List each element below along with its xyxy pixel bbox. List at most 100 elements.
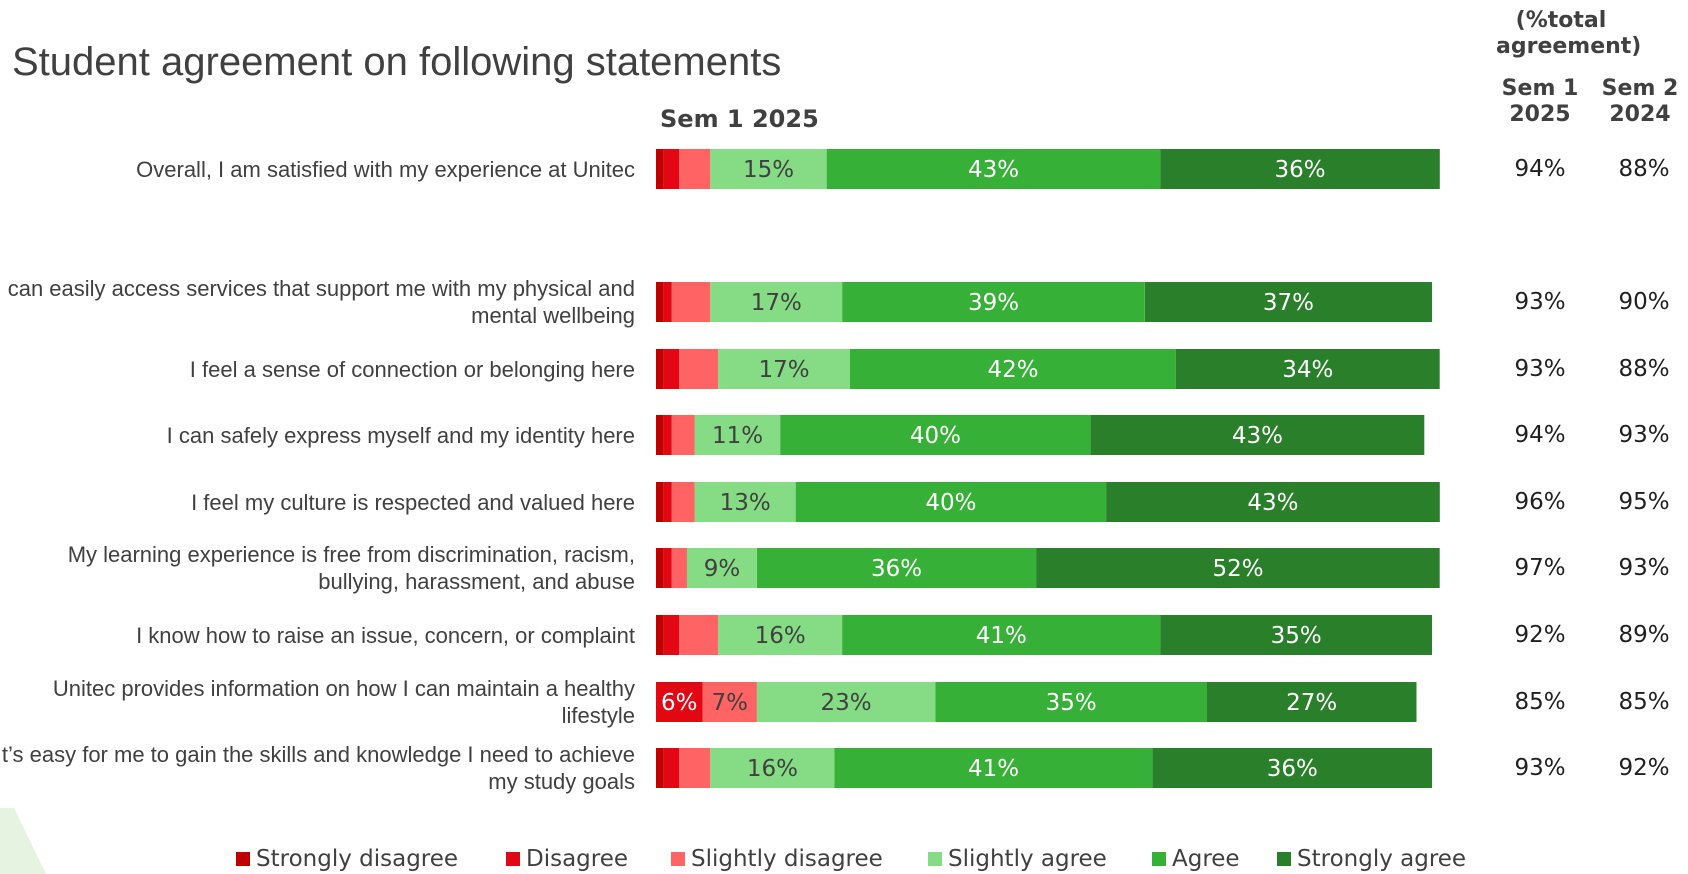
chart-series-title: Sem 1 2025 — [660, 105, 819, 133]
category-label: I can safely express myself and my ident… — [166, 422, 635, 448]
bar-segment — [710, 149, 827, 189]
bar-segment — [756, 682, 936, 722]
bar-segment — [694, 415, 781, 455]
bar-segment — [679, 349, 719, 389]
bar-segment — [935, 682, 1207, 722]
bar-segment — [671, 482, 695, 522]
bar-segment — [834, 748, 1153, 788]
data-label: 40% — [925, 490, 976, 516]
bar-segment — [656, 748, 664, 788]
total-agreement-value: 88% — [1618, 356, 1670, 382]
bar-segment — [1106, 482, 1440, 522]
bar-segment — [850, 349, 1176, 389]
bar-segment — [656, 548, 664, 588]
legend-item: Agree — [1152, 846, 1240, 872]
data-label: 36% — [1267, 756, 1318, 782]
total-agreement-value: 93% — [1514, 755, 1566, 781]
category-label: I feel a sense of connection or belongin… — [189, 356, 635, 382]
category-label: Overall, I am satisfied with my experien… — [136, 156, 635, 182]
data-label: 41% — [968, 756, 1019, 782]
data-label: 43% — [968, 157, 1019, 183]
total-agreement-value: 95% — [1618, 489, 1670, 515]
total-agreement-column-title: (%total agreement) — [1496, 8, 1642, 59]
category-label: It’s easy for me to gain the skills and … — [0, 742, 635, 794]
bar-segment — [656, 415, 664, 455]
bar-segment — [663, 415, 672, 455]
total-agreement-value: 93% — [1514, 356, 1566, 382]
bar-segment — [702, 682, 757, 722]
bar-segment — [1144, 282, 1432, 322]
legend-label: Agree — [1172, 846, 1240, 872]
bar-segment — [663, 349, 680, 389]
legend-swatch — [1152, 852, 1166, 866]
legend-swatch — [671, 852, 685, 866]
data-label: 39% — [968, 290, 1019, 316]
total-agreement-value: 88% — [1618, 156, 1670, 182]
data-label: 17% — [758, 357, 809, 383]
bar-segment — [710, 282, 843, 322]
bar-segment — [842, 615, 1161, 655]
sem2-column-header: Sem 2 2024 — [1601, 76, 1679, 127]
bar-segment — [687, 548, 757, 588]
data-label: 16% — [755, 623, 806, 649]
bar-segment — [671, 548, 687, 588]
total-agreement-value: 94% — [1514, 156, 1566, 182]
chart-title: Student agreement on following statement… — [12, 40, 782, 84]
legend-item: Slightly disagree — [671, 846, 883, 872]
chart-legend: Strongly disagree Disagree Slightly disagr… — [0, 846, 1688, 874]
bar-segment — [710, 748, 835, 788]
category-label: I can easily access services that suppor… — [0, 276, 635, 328]
bar-segment — [1160, 615, 1432, 655]
bar-segment — [1160, 149, 1440, 189]
bar-segment — [679, 748, 711, 788]
legend-swatch — [928, 852, 942, 866]
bar-segment — [795, 482, 1107, 522]
data-label: 13% — [720, 490, 771, 516]
total-agreement-value: 85% — [1618, 689, 1670, 715]
data-label: 23% — [821, 690, 872, 716]
total-agreement-value: 85% — [1514, 689, 1566, 715]
legend-item: Strongly disagree — [236, 846, 458, 872]
data-label: 43% — [1232, 423, 1283, 449]
total-agreement-value: 92% — [1618, 755, 1670, 781]
data-label: 15% — [743, 157, 794, 183]
total-agreement-value: 92% — [1514, 622, 1566, 648]
bar-segment — [656, 349, 664, 389]
bar-segment — [826, 149, 1161, 189]
legend-label: Slightly agree — [948, 846, 1107, 872]
total-agreement-value: 93% — [1514, 289, 1566, 315]
legend-item: Strongly agree — [1277, 846, 1466, 872]
bar-segment — [656, 282, 664, 322]
data-label: 9% — [704, 556, 741, 582]
bar-segment — [679, 149, 711, 189]
bar-segment — [663, 548, 672, 588]
total-agreement-value: 93% — [1618, 555, 1670, 581]
data-label: 40% — [910, 423, 961, 449]
legend-item: Disagree — [506, 846, 628, 872]
bar-segment — [1207, 682, 1417, 722]
total-agreement-value: 93% — [1618, 422, 1670, 448]
data-label: 11% — [712, 423, 763, 449]
corner-decoration — [0, 808, 46, 874]
legend-label: Strongly agree — [1297, 846, 1467, 872]
data-label: 34% — [1282, 357, 1333, 383]
data-label: 16% — [747, 756, 798, 782]
category-label: My learning experience is free from disc… — [67, 542, 635, 594]
bar-segment — [663, 482, 672, 522]
data-label: 35% — [1271, 623, 1322, 649]
bar-segment — [663, 149, 680, 189]
legend-label: Slightly disagree — [691, 846, 883, 872]
data-label: 37% — [1263, 290, 1314, 316]
bar-segment — [656, 482, 664, 522]
legend-swatch — [506, 852, 520, 866]
bar-segment — [1152, 748, 1432, 788]
legend-swatch — [1277, 852, 1291, 866]
bar-segment — [656, 149, 664, 189]
total-agreement-value: 89% — [1618, 622, 1670, 648]
bar-segment — [1175, 349, 1440, 389]
data-label: 17% — [751, 290, 802, 316]
bar-segment — [663, 748, 680, 788]
bar-segment — [1090, 415, 1425, 455]
bar-segment — [679, 615, 719, 655]
